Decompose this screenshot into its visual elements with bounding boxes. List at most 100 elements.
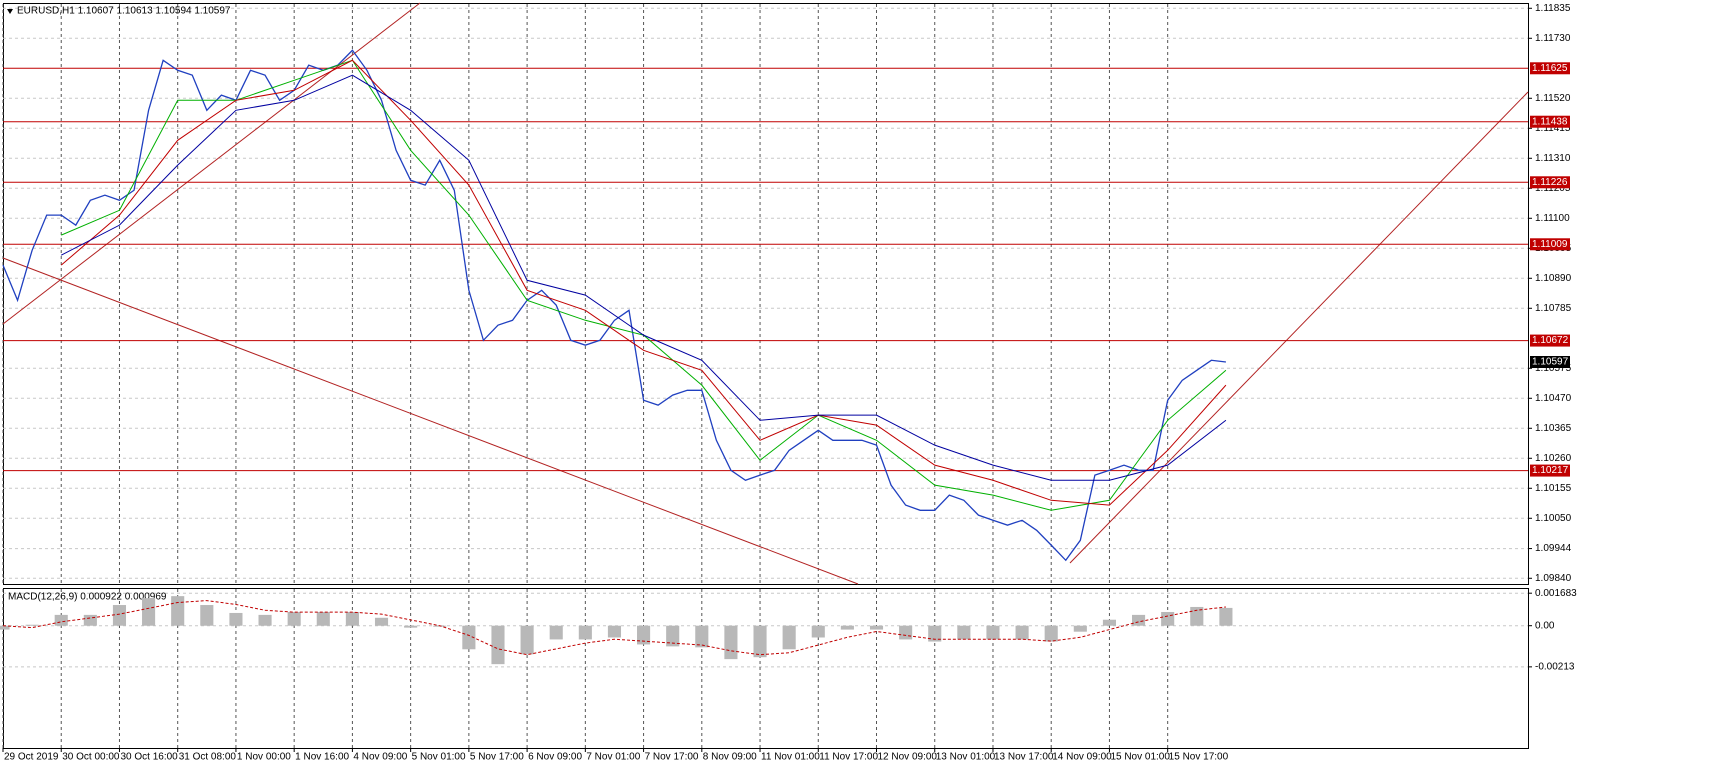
- y-tick-label: 1.09840: [1535, 573, 1572, 584]
- y-tick-label: 1.09944: [1535, 543, 1572, 554]
- histogram-bar: [986, 625, 1000, 640]
- histogram-bar: [1132, 614, 1146, 626]
- histogram-bar: [404, 625, 418, 628]
- trendline: [1069, 91, 1529, 564]
- y-tick-label: 0.00: [1535, 620, 1555, 631]
- level-label-box: [1530, 464, 1570, 477]
- y-tick-label: 1.11205: [1535, 183, 1571, 194]
- level-label-box: [1530, 334, 1570, 347]
- histogram-bar: [840, 625, 854, 630]
- histogram-bar: [258, 614, 272, 626]
- y-tick-label: 1.10155: [1535, 483, 1572, 494]
- y-tick-label: 1.11415: [1535, 123, 1571, 134]
- x-tick-label: 5 Nov 01:00: [412, 752, 466, 763]
- histogram-bar: [54, 614, 68, 626]
- histogram-bar: [0, 625, 10, 630]
- level-label-box: [1530, 115, 1570, 128]
- x-tick-label: 1 Nov 00:00: [237, 752, 291, 763]
- x-tick-label: 4 Nov 09:00: [353, 752, 407, 763]
- x-tick-label: 12 Nov 09:00: [878, 752, 938, 763]
- y-tick-label: 1.10890: [1535, 273, 1572, 284]
- series-line: [60, 59, 1227, 506]
- level-label: 1.11226: [1532, 177, 1568, 188]
- histogram-bar: [666, 625, 680, 647]
- x-tick-label: 6 Nov 09:00: [528, 752, 582, 763]
- histogram-bar: [957, 625, 971, 640]
- histogram-bar: [869, 625, 884, 630]
- x-tick-label: 11 Nov 17:00: [819, 752, 878, 763]
- trendline: [2, 2, 421, 325]
- level-label-box: [1530, 62, 1570, 75]
- histogram-bar: [25, 624, 39, 626]
- x-tick-label: 11 Nov 01:00: [761, 752, 820, 763]
- x-tick-label: 14 Nov 09:00: [1052, 752, 1112, 763]
- x-tick-label: 15 Nov 01:00: [1110, 752, 1170, 763]
- histogram-bar: [462, 625, 476, 650]
- level-label: 1.11009: [1532, 239, 1568, 250]
- x-tick-label: 13 Nov 17:00: [994, 752, 1054, 763]
- level-label: 1.10217: [1532, 465, 1569, 476]
- y-tick-label: 0.001683: [1535, 588, 1577, 599]
- x-tick-label: 8 Nov 09:00: [703, 752, 757, 763]
- histogram-bar: [724, 625, 738, 660]
- histogram-bar: [520, 625, 534, 655]
- y-tick-label: 1.10050: [1535, 513, 1572, 524]
- histogram-bar: [112, 605, 127, 626]
- x-tick-label: 31 Oct 08:00: [179, 752, 237, 763]
- x-tick-label: 15 Nov 17:00: [1169, 752, 1229, 763]
- y-tick-label: 1.11835: [1535, 3, 1571, 14]
- trendline: [2, 257, 859, 585]
- histogram-bar: [142, 598, 156, 626]
- histogram-bar: [1015, 625, 1029, 640]
- x-tick-label: 5 Nov 17:00: [470, 752, 524, 763]
- current-price-box: [1530, 356, 1570, 368]
- histogram-bar: [345, 611, 359, 626]
- histogram-bar: [782, 625, 796, 650]
- histogram-bar: [1102, 619, 1116, 626]
- histogram-bar: [578, 625, 592, 640]
- series-line: [2, 600, 1226, 656]
- histogram-bar: [637, 625, 651, 645]
- histogram-bar: [83, 614, 97, 626]
- chart-title: EURUSD,H1 1.10607 1.10613 1.10594 1.1059…: [17, 6, 231, 17]
- histogram-bar: [695, 625, 709, 648]
- y-tick-label: 1.11310: [1535, 153, 1571, 164]
- current-price-label: 1.10597: [1532, 357, 1569, 368]
- histogram-bar: [607, 625, 622, 638]
- y-tick-label: 1.11100: [1535, 213, 1570, 224]
- level-label: 1.11625: [1532, 63, 1568, 74]
- level-label: 1.10672: [1532, 335, 1569, 346]
- y-tick-label: 1.11730: [1535, 33, 1571, 44]
- histogram-bar: [171, 596, 185, 626]
- level-label-box: [1530, 238, 1570, 251]
- y-tick-label: -0.00213: [1535, 661, 1575, 672]
- x-tick-label: 29 Oct 2019: [4, 752, 59, 763]
- x-tick-label: 7 Nov 01:00: [586, 752, 640, 763]
- histogram-bar: [491, 625, 505, 665]
- histogram-bar: [1219, 607, 1233, 626]
- x-tick-label: 30 Oct 16:00: [120, 752, 178, 763]
- panel: [2, 589, 1528, 748]
- histogram-bar: [1044, 625, 1058, 642]
- histogram-bar: [1190, 606, 1204, 626]
- histogram-bar: [374, 617, 389, 626]
- histogram-bar: [316, 611, 330, 626]
- histogram-bar: [753, 625, 767, 658]
- x-tick-label: 7 Nov 17:00: [645, 752, 699, 763]
- trendlines: [2, 2, 1529, 585]
- level-label-box: [1530, 176, 1570, 189]
- histogram-bar: [899, 625, 913, 640]
- series-line: [2, 49, 1226, 562]
- x-tick-label: 1 Nov 16:00: [295, 752, 349, 763]
- y-tick-label: 1.10365: [1535, 423, 1572, 434]
- histogram-bar: [229, 612, 243, 626]
- histogram-bar: [200, 605, 214, 626]
- histogram-bar: [549, 625, 563, 640]
- menu-arrow[interactable]: [7, 9, 13, 14]
- indicator-title: MACD(12,26,9) 0.000922 0.000969: [8, 592, 167, 603]
- series-line: [61, 74, 1227, 481]
- histogram-bar: [1161, 611, 1175, 626]
- histogram-bar: [928, 625, 942, 642]
